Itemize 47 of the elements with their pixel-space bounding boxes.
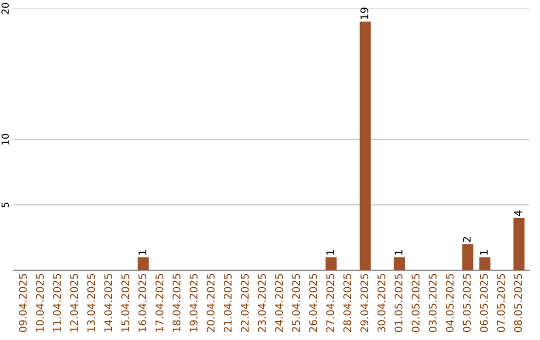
x-tick-label: 24.04.2025 bbox=[275, 274, 283, 332]
bar bbox=[513, 218, 525, 270]
bar bbox=[326, 257, 337, 270]
data-label: 1 bbox=[138, 250, 146, 255]
x-tick-label: 11.04.2025 bbox=[53, 274, 61, 332]
bar bbox=[462, 244, 474, 270]
x-tick-label: 20.04.2025 bbox=[206, 274, 215, 332]
x-tick-label: 30.04.2025 bbox=[377, 274, 386, 332]
x-tick-label: 09.04.2025 bbox=[18, 274, 27, 332]
x-tick-label: 02.05.2025 bbox=[412, 274, 420, 332]
x-tick-label: 15.04.2025 bbox=[121, 274, 130, 332]
y-tick-label: 5 bbox=[2, 202, 9, 208]
x-tick-label: 29.04.2025 bbox=[360, 274, 368, 332]
bar bbox=[479, 257, 490, 270]
x-tick-label: 25.04.2025 bbox=[292, 274, 300, 332]
data-label: 19 bbox=[360, 8, 368, 20]
x-tick-label: 04.05.2025 bbox=[446, 274, 454, 332]
x-tick-label: 13.04.2025 bbox=[87, 274, 96, 332]
x-tick-label: 28.04.2025 bbox=[343, 274, 352, 332]
x-tick-label: 18.04.2025 bbox=[172, 274, 180, 332]
x-tick-label: 21.04.2025 bbox=[224, 274, 232, 332]
y-tick-label: 20 bbox=[1, 2, 9, 14]
x-tick-label: 17.04.2025 bbox=[156, 274, 164, 332]
x-tick-label: 12.04.2025 bbox=[70, 274, 78, 332]
bar bbox=[394, 257, 405, 270]
x-tick-label: 26.04.2025 bbox=[309, 274, 318, 332]
x-tick-label: 08.05.2025 bbox=[514, 274, 522, 332]
x-tick-label: 14.04.2025 bbox=[104, 274, 112, 332]
x-tick-label: 01.05.2025 bbox=[394, 274, 402, 332]
x-tick-label: 19.04.2025 bbox=[190, 274, 198, 332]
x-tick-label: 07.05.2025 bbox=[497, 274, 505, 332]
bar bbox=[360, 22, 371, 270]
y-tick-label: 10 bbox=[1, 134, 9, 145]
data-label: 2 bbox=[462, 237, 471, 242]
x-tick-label: 06.05.2025 bbox=[480, 274, 488, 332]
x-tick-label: 05.05.2025 bbox=[462, 274, 471, 332]
x-tick-label: 03.05.2025 bbox=[428, 274, 437, 332]
x-tick-label: 23.04.2025 bbox=[258, 274, 266, 332]
bar bbox=[138, 257, 149, 270]
x-tick-label: 27.04.2025 bbox=[326, 274, 334, 332]
data-label: 4 bbox=[514, 210, 522, 216]
data-label: 1 bbox=[394, 250, 402, 255]
x-tick-label: 10.04.2025 bbox=[36, 274, 44, 332]
x-tick-label: 16.04.2025 bbox=[138, 274, 146, 332]
data-label: 1 bbox=[480, 250, 488, 255]
x-tick-label: 22.04.2025 bbox=[240, 274, 249, 332]
data-label: 1 bbox=[326, 250, 334, 255]
